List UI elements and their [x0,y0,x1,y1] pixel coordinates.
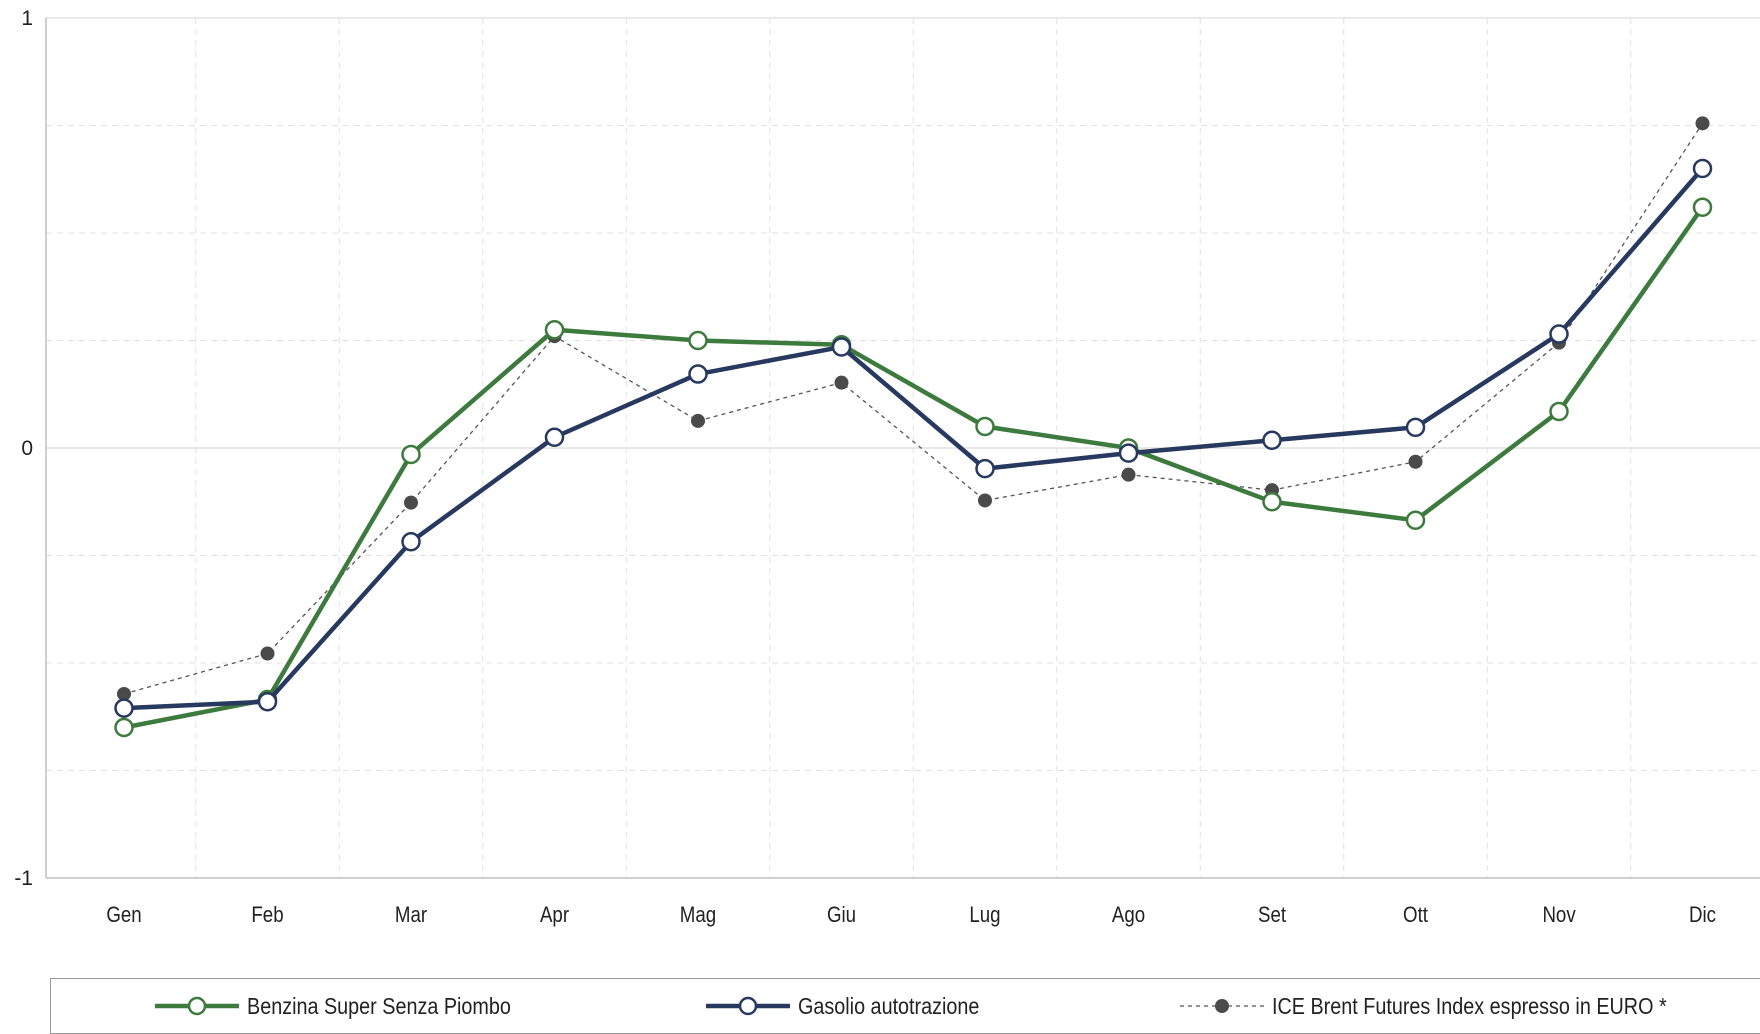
data-point-brent [834,375,849,390]
data-point-gasolio [1692,158,1713,179]
y-tick-label: -1 [14,867,33,890]
data-point-gasolio [1118,443,1139,463]
data-point-benzina [1692,197,1713,217]
x-tick-label: Ago [1112,904,1145,928]
data-point-benzina [114,717,134,738]
label-layer: 1 0 -1 Gen Feb Mar Apr Mag Giu Lug Ago Set Ott Nov Dic [14,7,1716,927]
x-tick-label: Mar [395,904,427,928]
data-point-benzina [544,320,565,340]
legend-swatch-brent [1180,999,1264,1013]
data-point-gasolio [114,698,134,718]
data-point-gasolio [1405,417,1426,438]
legend-label-benzina: Benzina Super Senza Piombo [247,992,511,1019]
y-tick-label: 1 [21,7,33,30]
legend-label-brent: ICE Brent Futures Index espresso in EURO… [1272,992,1667,1019]
axis-layer [45,18,1760,879]
grid-layer [46,17,1760,878]
legend-item-benzina: Benzina Super Senza Piombo [151,979,554,1033]
data-point-gasolio [401,531,421,552]
data-point-benzina [1262,492,1282,512]
series-1 [114,158,1713,718]
data-point-brent [691,413,705,428]
data-point-brent [978,493,992,508]
x-tick-label: Nov [1542,904,1576,928]
x-tick-label: Lug [969,904,1000,928]
series-0 [114,197,1713,738]
data-point-brent [1121,467,1136,482]
x-tick-label: Dic [1689,904,1716,928]
data-point-gasolio [831,337,852,357]
x-tick-label: Mag [680,904,716,928]
data-point-brent [117,686,131,701]
legend-label-gasolio: Gasolio autotrazione [798,992,980,1019]
data-point-benzina [1405,510,1426,530]
legend-swatch-gasolio [706,996,790,1016]
data-point-brent [404,495,418,510]
x-tick-label: Ott [1403,904,1428,928]
legend-item-gasolio: Gasolio autotrazione [702,979,1009,1033]
data-point-gasolio [1262,430,1282,451]
line-chart: 1 0 -1 Gen Feb Mar Apr Mag Giu Lug Ago Set Ott Nov Dic [14,7,1760,927]
x-tick-label: Apr [540,904,569,928]
data-point-gasolio [975,458,995,479]
data-point-gasolio [688,364,708,384]
legend-swatch-benzina [155,996,239,1016]
data-point-brent [260,646,275,661]
data-point-gasolio [257,691,278,712]
x-tick-label: Feb [251,904,283,928]
legend-item-brent: ICE Brent Futures Index espresso in EURO… [1176,979,1731,1033]
data-point-gasolio [1549,324,1569,344]
y-tick-label: 0 [21,437,33,460]
x-tick-label: Set [1258,904,1286,928]
data-point-benzina [975,416,995,437]
series-line-benzina [123,205,1705,730]
data-point-gasolio [544,427,565,447]
series-layer [114,116,1713,738]
chart-legend: Benzina Super Senza Piombo Gasolio autot… [50,978,1760,1034]
data-point-brent [1695,116,1710,131]
data-point-benzina [401,444,421,465]
data-point-benzina [1549,401,1569,422]
x-tick-label: Gen [106,904,141,928]
data-point-brent [1408,454,1423,469]
series-line-gasolio [123,167,1705,711]
series-line-brent [123,122,1704,695]
x-tick-label: Giu [827,904,856,928]
data-point-benzina [688,330,708,351]
